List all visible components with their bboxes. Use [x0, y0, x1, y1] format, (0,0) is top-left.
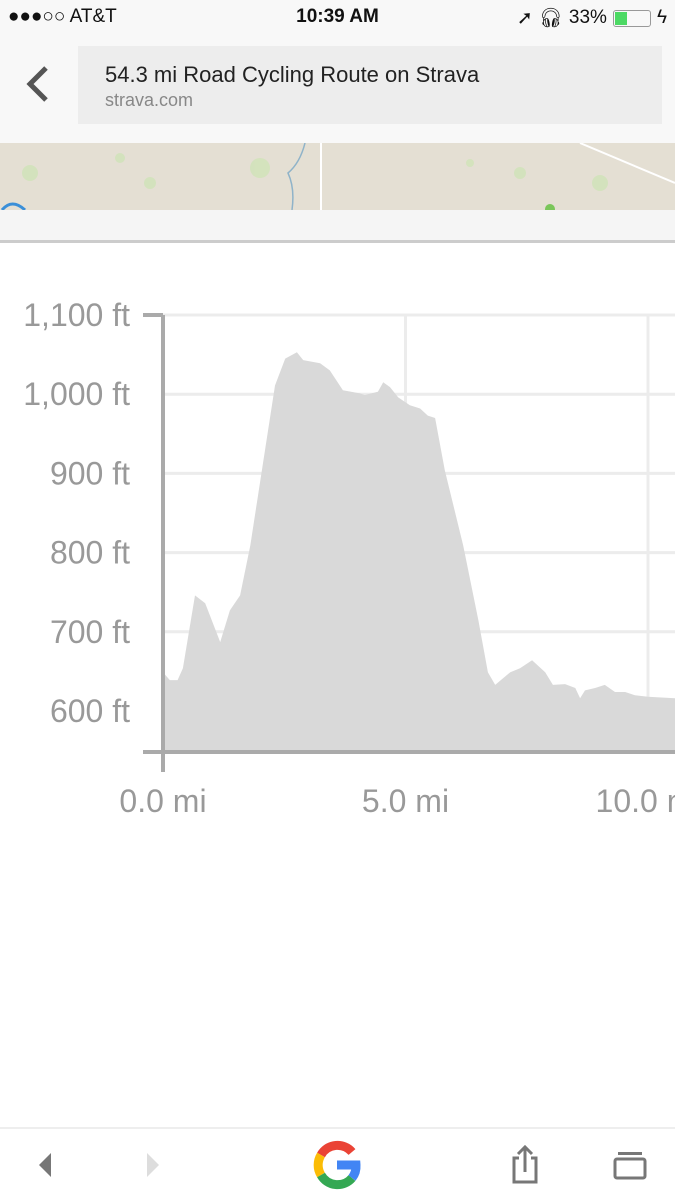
page-domain: strava.com	[105, 90, 194, 110]
url-bar[interactable]: 54.3 mi Road Cycling Route on Strava str…	[78, 46, 662, 124]
battery-icon	[612, 9, 651, 27]
headphones-icon: 🎧︎	[538, 8, 563, 29]
x-tick-label: 5.0 mi	[362, 783, 449, 819]
elevation-chart: 600 ft 700 ft 800 ft 900 ft 1,000 ft 1,100 ft…	[23, 297, 675, 819]
route-map[interactable]	[0, 143, 675, 210]
forward-icon[interactable]	[138, 1143, 168, 1187]
y-tick-label: 1,100 ft	[23, 297, 130, 333]
y-tick-label: 600 ft	[50, 693, 130, 729]
battery-percent: 33%	[568, 7, 607, 28]
x-tick-label: 0.0 mi	[119, 783, 206, 819]
back-icon[interactable]	[30, 1143, 60, 1187]
bottom-toolbar	[0, 1127, 675, 1200]
y-tick-label: 1,000 ft	[23, 376, 130, 412]
browser-header: 54.3 mi Road Cycling Route on Strava str…	[0, 34, 675, 143]
google-icon[interactable]	[311, 1140, 363, 1190]
tabs-icon[interactable]	[610, 1143, 650, 1187]
location-arrow-icon: ➚	[516, 7, 533, 29]
carrier: ●●●○○ AT&T	[8, 6, 117, 27]
x-tick-label: 10.0 mi	[596, 783, 675, 819]
clock: 10:39 AM	[296, 6, 379, 27]
chevron-left-icon[interactable]	[22, 62, 58, 106]
page-title: 54.3 mi Road Cycling Route on Strava	[105, 62, 480, 87]
y-tick-label: 900 ft	[50, 455, 130, 491]
elevation-area	[163, 352, 675, 752]
y-tick-label: 800 ft	[50, 535, 130, 571]
charging-bolt-icon: ϟ	[656, 7, 667, 28]
map-divider	[0, 210, 675, 243]
y-tick-label: 700 ft	[50, 614, 130, 650]
share-icon[interactable]	[505, 1143, 545, 1187]
status-bar: ●●●○○ AT&T 10:39 AM ➚ 🎧︎ 33% ϟ	[0, 0, 675, 34]
